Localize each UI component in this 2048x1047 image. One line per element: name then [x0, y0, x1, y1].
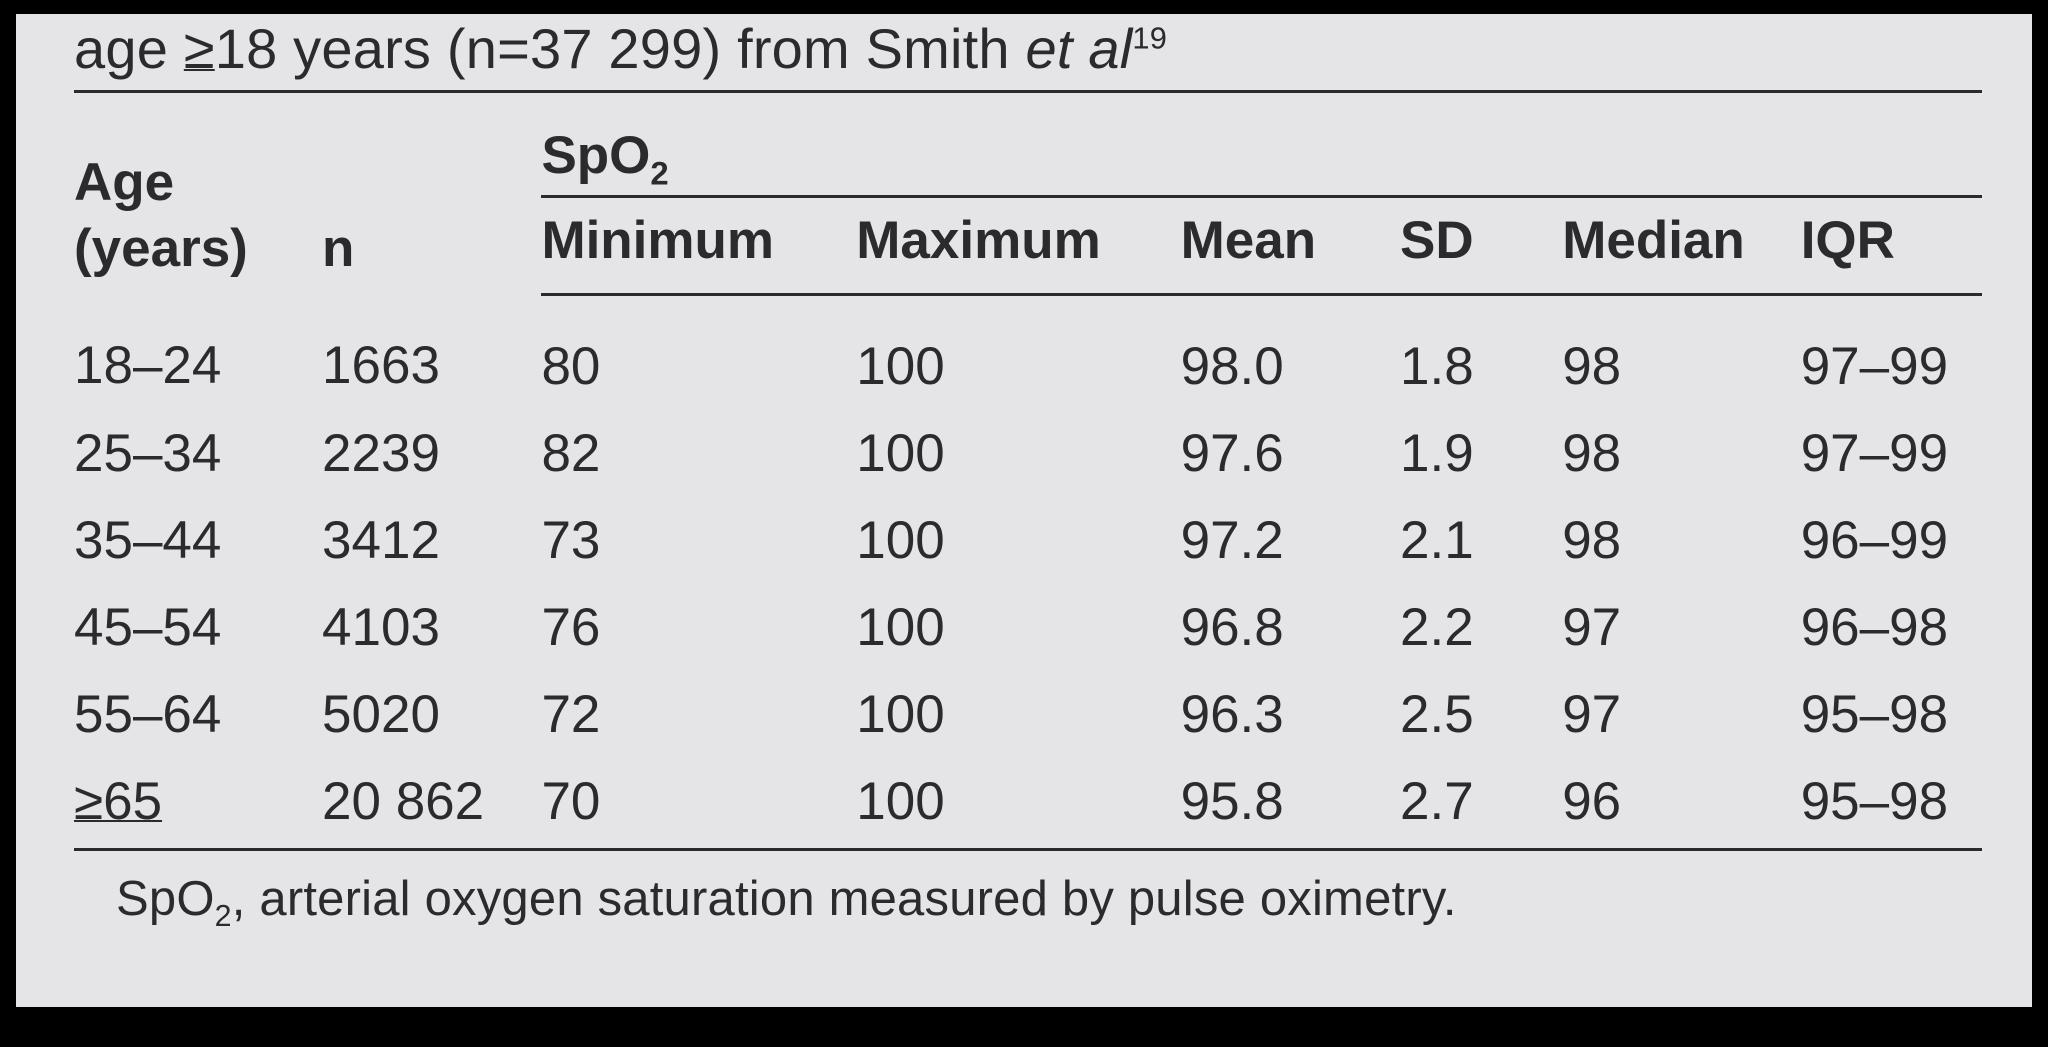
cell-min: 73	[541, 488, 856, 575]
cell-iqr: 97–99	[1801, 401, 1982, 488]
caption-age: 18 years	[215, 17, 431, 80]
cell-sd: 2.2	[1400, 575, 1562, 662]
cell-sd: 2.5	[1400, 662, 1562, 749]
cell-max: 100	[856, 575, 1180, 662]
col-header-n: n	[322, 109, 541, 294]
caption-ref-sup: 19	[1132, 20, 1167, 55]
spo2-table: Age (years) n SpO2 Minimum Maximum Mean …	[74, 109, 1982, 851]
cell-n: 20 862	[322, 749, 541, 850]
col-header-min: Minimum	[541, 198, 856, 294]
cell-median: 98	[1562, 401, 1801, 488]
cell-max: 100	[856, 749, 1180, 850]
cell-max: 100	[856, 401, 1180, 488]
cell-mean: 97.2	[1181, 488, 1400, 575]
cell-mean: 96.8	[1181, 575, 1400, 662]
cell-min: 76	[541, 575, 856, 662]
cell-age: 18–24	[74, 294, 322, 401]
cell-min: 82	[541, 401, 856, 488]
col-spanner-spo2: SpO2	[541, 109, 1982, 198]
table-caption: age ≥18 years (n=37 299) from Smith et a…	[74, 14, 1982, 93]
cell-mean: 98.0	[1181, 294, 1400, 401]
cell-age: ≥65	[74, 749, 322, 850]
cell-median: 98	[1562, 294, 1801, 401]
caption-n: (n=37 299) from Smith	[431, 17, 1025, 80]
cell-median: 96	[1562, 749, 1801, 850]
cell-n: 3412	[322, 488, 541, 575]
col-spanner-spo2-label: SpO2	[541, 123, 1982, 198]
col-header-iqr: IQR	[1801, 198, 1982, 294]
col-header-mean: Mean	[1181, 198, 1400, 294]
table-body: 18–24 1663 80 100 98.0 1.8 98 97–99 25–3…	[74, 294, 1982, 849]
cell-median: 97	[1562, 575, 1801, 662]
cell-max: 100	[856, 294, 1180, 401]
cell-iqr: 96–98	[1801, 575, 1982, 662]
cell-sd: 1.9	[1400, 401, 1562, 488]
cell-n: 1663	[322, 294, 541, 401]
cell-n: 5020	[322, 662, 541, 749]
cell-age: 35–44	[74, 488, 322, 575]
table-panel: age ≥18 years (n=37 299) from Smith et a…	[16, 14, 2032, 1007]
table-footnote: SpO2, arterial oxygen saturation measure…	[74, 851, 1982, 927]
table-row: 18–24 1663 80 100 98.0 1.8 98 97–99	[74, 294, 1982, 401]
table-row: 35–44 3412 73 100 97.2 2.1 98 96–99	[74, 488, 1982, 575]
table-head: Age (years) n SpO2 Minimum Maximum Mean …	[74, 109, 1982, 294]
footnote-definition: , arterial oxygen saturation measured by…	[232, 872, 1457, 926]
table-row: 25–34 2239 82 100 97.6 1.9 98 97–99	[74, 401, 1982, 488]
table-row: 45–54 4103 76 100 96.8 2.2 97 96–98	[74, 575, 1982, 662]
caption-etal: et al	[1026, 17, 1133, 80]
table-row: 55–64 5020 72 100 96.3 2.5 97 95–98	[74, 662, 1982, 749]
cell-median: 97	[1562, 662, 1801, 749]
cell-n: 2239	[322, 401, 541, 488]
cell-age: 45–54	[74, 575, 322, 662]
table-row: ≥65 20 862 70 100 95.8 2.7 96 95–98	[74, 749, 1982, 850]
cell-sd: 2.1	[1400, 488, 1562, 575]
cell-max: 100	[856, 662, 1180, 749]
cell-sd: 1.8	[1400, 294, 1562, 401]
col-header-age-l1: Age	[74, 153, 174, 212]
col-header-sd: SD	[1400, 198, 1562, 294]
cell-age: 25–34	[74, 401, 322, 488]
cell-min: 80	[541, 294, 856, 401]
cell-min: 72	[541, 662, 856, 749]
cell-iqr: 96–99	[1801, 488, 1982, 575]
footnote-term: SpO2	[116, 872, 232, 926]
cell-iqr: 95–98	[1801, 662, 1982, 749]
cell-min: 70	[541, 749, 856, 850]
cell-mean: 95.8	[1181, 749, 1400, 850]
caption-prefix: age	[74, 17, 184, 80]
cell-max: 100	[856, 488, 1180, 575]
page-frame: age ≥18 years (n=37 299) from Smith et a…	[0, 0, 2048, 1047]
caption-gte: ≥	[184, 17, 215, 80]
col-header-age: Age (years)	[74, 109, 322, 294]
cell-mean: 96.3	[1181, 662, 1400, 749]
cell-age-gte: ≥65	[74, 772, 162, 831]
cell-mean: 97.6	[1181, 401, 1400, 488]
cell-iqr: 95–98	[1801, 749, 1982, 850]
cell-iqr: 97–99	[1801, 294, 1982, 401]
col-header-median: Median	[1562, 198, 1801, 294]
col-header-age-l2: (years)	[74, 219, 248, 278]
col-header-max: Maximum	[856, 198, 1180, 294]
cell-n: 4103	[322, 575, 541, 662]
cell-median: 98	[1562, 488, 1801, 575]
cell-sd: 2.7	[1400, 749, 1562, 850]
cell-age: 55–64	[74, 662, 322, 749]
